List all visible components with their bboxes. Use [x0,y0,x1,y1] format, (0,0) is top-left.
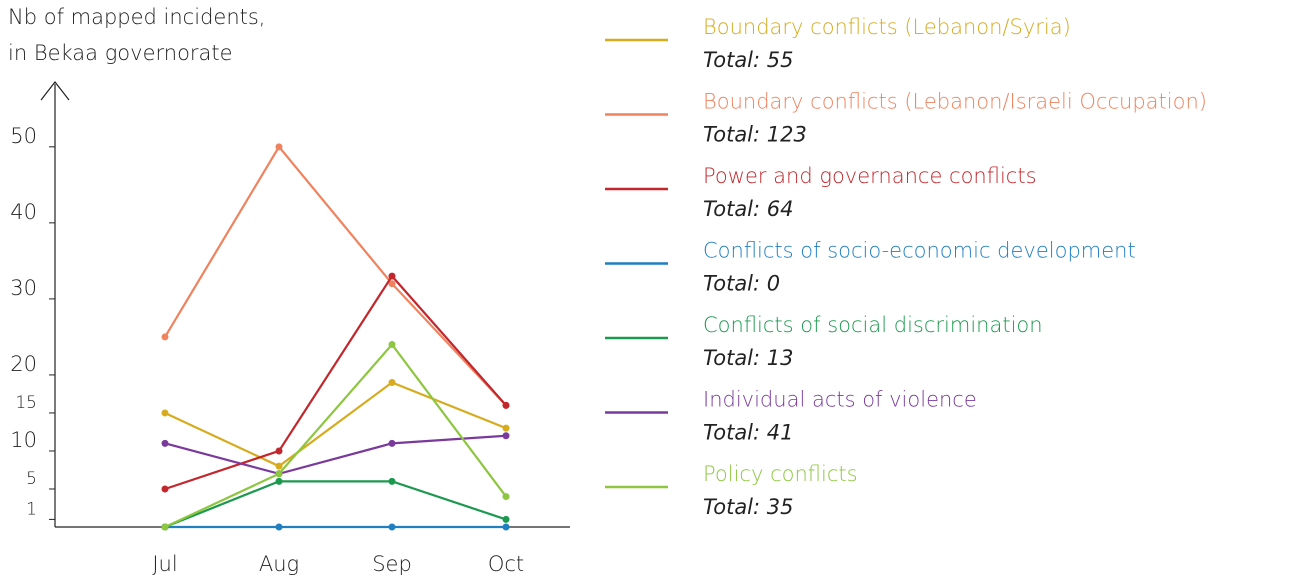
series-line [164,434,507,475]
series-line [164,274,507,491]
x-tick-label: Jul [152,552,177,576]
legend-total: Total: 0 [703,272,780,296]
y-axis-title: in Bekaa governorate [8,41,233,65]
y-tick-label: 10 [10,428,37,452]
series-line [164,342,507,528]
point [161,439,169,447]
point [388,341,396,349]
point [502,401,510,409]
point [388,280,396,288]
series-line [164,381,507,468]
point [161,523,169,531]
legend-total: Total: 55 [703,48,794,72]
y-axis-arrow [40,81,70,101]
point [161,333,169,341]
point [502,424,510,432]
y-tick-label: 5 [26,469,37,489]
legend-label: Conflicts of socio-economic development [703,239,1136,263]
legend-total: Total: 41 [703,421,794,445]
point [388,523,396,531]
series-line [164,144,507,407]
point [502,523,510,531]
y-tick-label: 50 [10,124,37,148]
point [275,523,283,531]
legend-total: Total: 64 [703,197,794,221]
legend-total: Total: 35 [703,495,794,519]
point [161,485,169,493]
point [275,477,283,485]
point [388,477,396,485]
legend-total: Total: 123 [703,123,807,147]
point [275,470,283,478]
y-axis-title: Nb of mapped incidents, [8,5,265,29]
x-tick-label: Oct [488,552,524,576]
x-tick-label: Aug [259,552,299,576]
series-line [164,480,507,529]
point [275,143,283,151]
legend-label: Boundary conflicts (Lebanon/Syria) [703,15,1071,39]
point [388,379,396,387]
legend-label: Power and governance conflicts [703,164,1037,188]
legend-label: Policy conflicts [703,462,858,486]
y-tick-label: 30 [10,276,37,300]
point [161,409,169,417]
y-tick-label: 40 [10,200,37,224]
x-tick-label: Sep [372,552,412,576]
point [502,515,510,523]
legend-label: Boundary conflicts (Lebanon/Israeli Occu… [703,90,1207,114]
legend-label: Conflicts of social discrimination [703,313,1043,337]
point [275,447,283,455]
point [388,439,396,447]
y-tick-label: 20 [10,352,37,376]
y-tick-label: 15 [15,393,37,413]
legend-total: Total: 13 [703,346,794,370]
point [502,493,510,501]
point [275,462,283,470]
y-tick-label: 1 [26,499,37,519]
point [388,272,396,280]
point [502,432,510,440]
legend-label: Individual acts of violence [703,388,977,412]
